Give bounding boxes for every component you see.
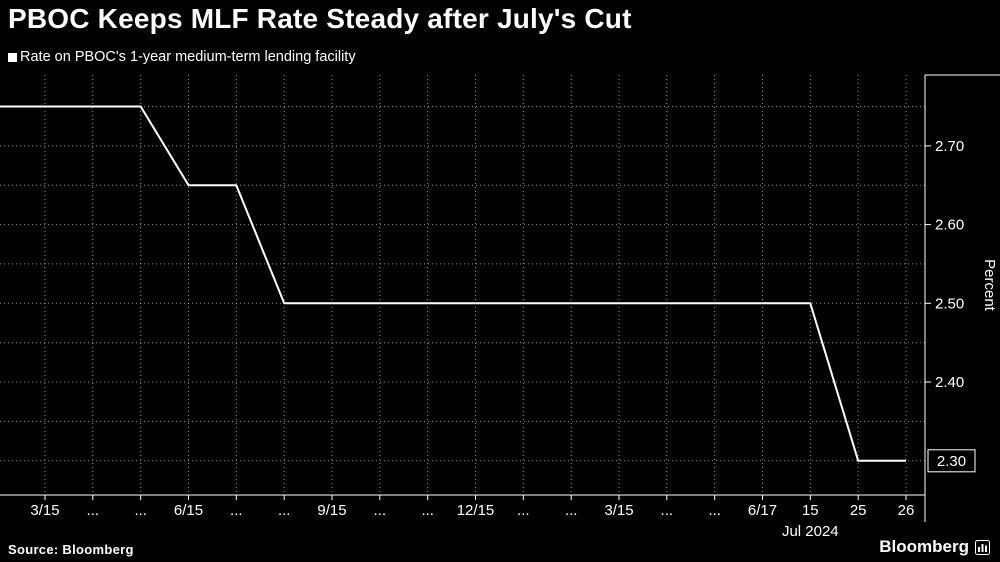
- svg-text:15: 15: [802, 502, 819, 519]
- svg-text:2.60: 2.60: [935, 217, 964, 234]
- source-text: Source: Bloomberg: [8, 542, 134, 557]
- svg-text:2.40: 2.40: [935, 374, 964, 391]
- svg-text:Percent: Percent: [981, 259, 998, 312]
- svg-text:6/15: 6/15: [174, 502, 203, 519]
- bloomberg-logo: Bloomberg: [879, 537, 990, 557]
- svg-text:...: ...: [87, 502, 100, 519]
- svg-text:...: ...: [278, 502, 291, 519]
- svg-text:9/15: 9/15: [317, 502, 346, 519]
- svg-text:...: ...: [374, 502, 387, 519]
- bloomberg-logo-icon: [975, 539, 990, 555]
- svg-text:...: ...: [661, 502, 674, 519]
- legend-label: Rate on PBOC's 1-year medium-term lendin…: [20, 49, 356, 65]
- chart-title: PBOC Keeps MLF Rate Steady after July's …: [8, 3, 632, 34]
- svg-text:2.50: 2.50: [935, 295, 964, 312]
- svg-text:...: ...: [708, 502, 721, 519]
- svg-text:26: 26: [898, 502, 915, 519]
- svg-text:...: ...: [565, 502, 578, 519]
- svg-text:2.70: 2.70: [935, 138, 964, 155]
- legend-swatch-icon: [8, 52, 17, 62]
- bloomberg-logo-text: Bloomberg: [879, 537, 969, 556]
- svg-text:3/15: 3/15: [604, 502, 633, 519]
- svg-text:...: ...: [517, 502, 530, 519]
- svg-text:6/17: 6/17: [748, 502, 777, 519]
- svg-text:2.30: 2.30: [937, 453, 966, 470]
- svg-text:12/15: 12/15: [457, 502, 495, 519]
- svg-text:3/15: 3/15: [30, 502, 59, 519]
- chart-legend: Rate on PBOC's 1-year medium-term lendin…: [8, 49, 356, 65]
- svg-text:...: ...: [134, 502, 147, 519]
- svg-text:...: ...: [230, 502, 243, 519]
- svg-text:25: 25: [850, 502, 867, 519]
- svg-text:Jul 2024: Jul 2024: [782, 523, 839, 540]
- svg-text:...: ...: [421, 502, 434, 519]
